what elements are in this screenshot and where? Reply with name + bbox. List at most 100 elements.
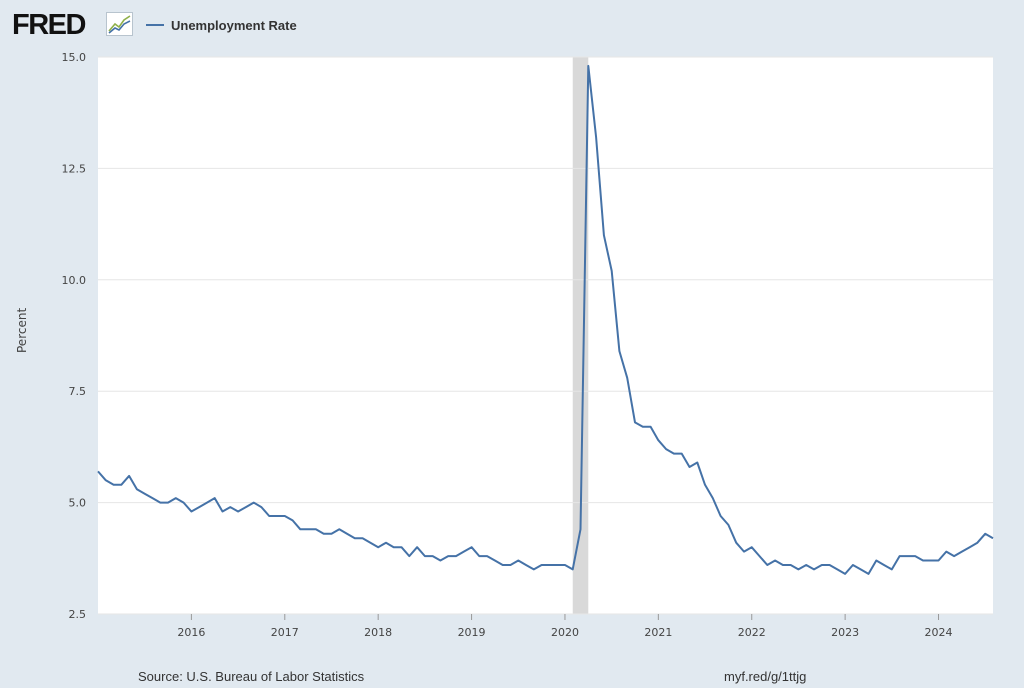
data-point: [307, 528, 309, 530]
data-point: [899, 555, 901, 557]
data-point: [494, 560, 496, 562]
data-point: [206, 502, 208, 504]
x-tick-label: 2016: [177, 626, 205, 639]
y-tick-label: 15.0: [62, 51, 87, 64]
data-point: [657, 439, 659, 441]
data-point: [673, 453, 675, 455]
short-link[interactable]: myf.red/g/1ttjg: [724, 669, 807, 684]
data-point: [136, 488, 138, 490]
x-tick-label: 2020: [551, 626, 579, 639]
data-point: [790, 564, 792, 566]
data-point: [330, 533, 332, 535]
data-point: [969, 546, 971, 548]
data-point: [323, 533, 325, 535]
y-tick-label: 7.5: [69, 385, 87, 398]
data-point: [120, 484, 122, 486]
y-tick-label: 10.0: [62, 274, 87, 287]
data-point: [229, 506, 231, 508]
x-tick-label: 2023: [831, 626, 859, 639]
data-point: [478, 555, 480, 557]
data-point: [945, 551, 947, 553]
data-point: [346, 533, 348, 535]
data-point: [688, 466, 690, 468]
data-point: [471, 546, 473, 548]
data-point: [393, 546, 395, 548]
data-point: [727, 524, 729, 526]
data-point: [190, 511, 192, 513]
fred-logo[interactable]: FRED: [12, 9, 86, 41]
data-point: [696, 461, 698, 463]
data-point: [198, 506, 200, 508]
data-point: [611, 270, 613, 272]
data-point: [564, 564, 566, 566]
data-point: [860, 568, 862, 570]
data-point: [214, 497, 216, 499]
data-point: [681, 453, 683, 455]
data-point: [906, 555, 908, 557]
data-point: [447, 555, 449, 557]
data-point: [782, 564, 784, 566]
data-point: [268, 515, 270, 517]
data-point: [517, 560, 519, 562]
data-point: [852, 564, 854, 566]
data-point: [634, 421, 636, 423]
x-tick-label: 2017: [271, 626, 299, 639]
data-point: [875, 560, 877, 562]
legend[interactable]: Unemployment Rate: [146, 15, 297, 35]
data-point: [362, 537, 364, 539]
data-point: [618, 350, 620, 352]
x-tick-label: 2019: [458, 626, 486, 639]
data-point: [113, 484, 115, 486]
data-point: [914, 555, 916, 557]
data-point: [984, 533, 986, 535]
data-point: [720, 515, 722, 517]
data-point: [759, 555, 761, 557]
recession-shading: [572, 57, 589, 614]
y-tick-label: 2.5: [69, 608, 87, 621]
x-tick-label: 2022: [738, 626, 766, 639]
data-point: [665, 448, 667, 450]
data-point: [844, 573, 846, 575]
plot-area: [98, 57, 993, 614]
data-point: [338, 528, 340, 530]
data-point: [704, 484, 706, 486]
legend-swatch: [146, 24, 164, 26]
data-point: [416, 546, 418, 548]
line-chart-icon: [106, 12, 133, 36]
source-note: Source: U.S. Bureau of Labor Statistics: [138, 669, 365, 684]
data-point: [797, 568, 799, 570]
data-point: [774, 560, 776, 562]
x-tick-label: 2018: [364, 626, 392, 639]
data-point: [976, 542, 978, 544]
data-point: [299, 528, 301, 530]
data-point: [260, 506, 262, 508]
data-point: [183, 502, 185, 504]
data-point: [766, 564, 768, 566]
data-point: [891, 568, 893, 570]
data-point: [805, 564, 807, 566]
data-point: [836, 568, 838, 570]
data-point: [369, 542, 371, 544]
x-tick-label: 2024: [925, 626, 953, 639]
data-point: [572, 568, 574, 570]
data-point: [938, 560, 940, 562]
data-point: [253, 502, 255, 504]
data-point: [463, 551, 465, 553]
data-point: [144, 493, 146, 495]
data-point: [455, 555, 457, 557]
data-point: [354, 537, 356, 539]
y-tick-label: 12.5: [62, 162, 87, 175]
data-point: [922, 560, 924, 562]
data-point: [385, 542, 387, 544]
data-point: [883, 564, 885, 566]
data-point: [401, 546, 403, 548]
data-point: [961, 551, 963, 553]
data-point: [408, 555, 410, 557]
data-point: [992, 537, 994, 539]
data-point: [315, 528, 317, 530]
data-point: [424, 555, 426, 557]
data-point: [533, 568, 535, 570]
data-point: [167, 502, 169, 504]
data-point: [953, 555, 955, 557]
